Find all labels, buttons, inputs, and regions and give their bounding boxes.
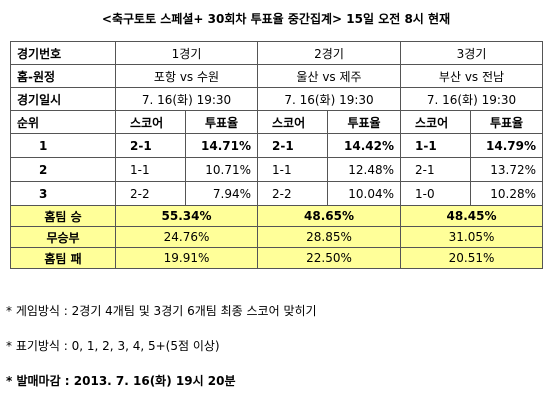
table-cell: 28.85%: [257, 226, 401, 248]
table-cell: 1경기: [115, 41, 258, 65]
table-cell: 48.65%: [257, 205, 401, 227]
table-cell: 부산 vs 전남: [400, 64, 543, 88]
table-cell: 14.79%: [470, 133, 543, 158]
row-label: 3: [10, 181, 116, 206]
table-cell: 55.34%: [115, 205, 258, 227]
table-cell: 20.51%: [400, 247, 543, 269]
table-cell: 1-1: [115, 157, 186, 182]
table-cell: 투표율: [470, 110, 543, 134]
table-cell: 2-2: [115, 181, 186, 206]
note: * 발매마감 : 2013. 7. 16(화) 19시 20분: [6, 374, 236, 388]
table-cell: 10.04%: [327, 181, 401, 206]
table-cell: 포항 vs 수원: [115, 64, 258, 88]
table-cell: 7. 16(화) 19:30: [115, 87, 258, 111]
table-row: 경기번호 1경기 2경기 3경기: [10, 41, 543, 65]
row-label: 경기번호: [10, 41, 116, 65]
table-cell: 48.45%: [400, 205, 543, 227]
table-cell: 14.42%: [327, 133, 401, 158]
table-cell: 투표율: [185, 110, 258, 134]
table-cell: 10.71%: [185, 157, 258, 182]
table-cell: 투표율: [327, 110, 401, 134]
note: * 게임방식 : 2경기 4개팀 및 3경기 6개팀 최종 스코어 맞히기: [6, 304, 317, 318]
table-cell: 1-1: [400, 133, 471, 158]
row-label: 홈팀 패: [10, 247, 116, 269]
table-cell: 31.05%: [400, 226, 543, 248]
row-label: 홈-원정: [10, 64, 116, 88]
table-row: 경기일시 7. 16(화) 19:30 7. 16(화) 19:30 7. 16(화)…: [10, 87, 543, 111]
table-cell: 13.72%: [470, 157, 543, 182]
table-row: 2 1-1 10.71% 1-1 12.48% 2-1 13.72%: [10, 157, 543, 182]
table-row: 3 2-2 7.94% 2-2 10.04% 1-0 10.28%: [10, 181, 543, 206]
table-cell: 1-0: [400, 181, 471, 206]
table-cell: 스코어: [257, 110, 328, 134]
table-cell: 19.91%: [115, 247, 258, 269]
table-cell: 14.71%: [185, 133, 258, 158]
table-row: 홈-원정 포항 vs 수원 울산 vs 제주 부산 vs 전남: [10, 64, 543, 88]
table-cell: 울산 vs 제주: [257, 64, 401, 88]
row-label: 1: [10, 133, 116, 158]
title: <축구토토 스페셜+ 30회차 투표율 중간집계> 15일 오전 8시 현재: [101, 12, 451, 26]
table-cell: 2-1: [400, 157, 471, 182]
table-cell: 2-1: [257, 133, 328, 158]
row-label: 순위: [10, 110, 116, 134]
table-cell: 3경기: [400, 41, 543, 65]
vote-table: 경기번호 1경기 2경기 3경기 홈-원정 포항 vs 수원 울산 vs 제주 부산 vs 전…: [10, 41, 543, 269]
table-cell: 12.48%: [327, 157, 401, 182]
row-label: 무승부: [10, 226, 116, 248]
table-cell: 7.94%: [185, 181, 258, 206]
row-label: 홈팀 승: [10, 205, 116, 227]
table-cell: 22.50%: [257, 247, 401, 269]
table-cell: 1-1: [257, 157, 328, 182]
table-cell: 10.28%: [470, 181, 543, 206]
table-cell: 스코어: [115, 110, 186, 134]
table-row: 1 2-1 14.71% 2-1 14.42% 1-1 14.79%: [10, 133, 543, 158]
row-label: 2: [10, 157, 116, 182]
row-label: 경기일시: [10, 87, 116, 111]
table-cell: 7. 16(화) 19:30: [400, 87, 543, 111]
table-cell: 2경기: [257, 41, 401, 65]
table-row: 무승부 24.76% 28.85% 31.05%: [10, 226, 543, 248]
table-cell: 스코어: [400, 110, 471, 134]
table-row: 순위 스코어 투표율 스코어 투표율 스코어 투표율: [10, 110, 543, 134]
table-cell: 2-1: [115, 133, 186, 158]
table-cell: 2-2: [257, 181, 328, 206]
table-cell: 7. 16(화) 19:30: [257, 87, 401, 111]
note: * 표기방식 : 0, 1, 2, 3, 4, 5+(5점 이상): [6, 339, 220, 353]
table-row: 홈팀 승 55.34% 48.65% 48.45%: [10, 205, 543, 227]
table-cell: 24.76%: [115, 226, 258, 248]
table-row: 홈팀 패 19.91% 22.50% 20.51%: [10, 247, 543, 269]
